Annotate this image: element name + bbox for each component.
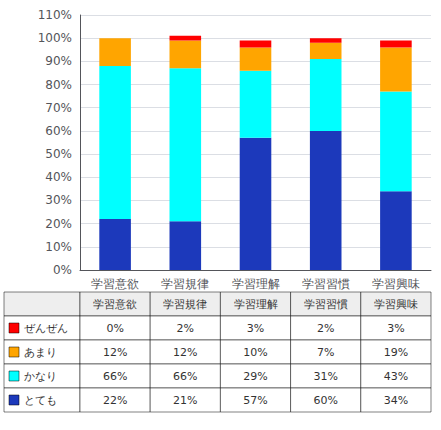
svg-text:22%: 22% xyxy=(103,394,127,407)
svg-text:20%: 20% xyxy=(45,217,72,231)
svg-text:学習規律: 学習規律 xyxy=(163,298,207,311)
svg-text:110%: 110% xyxy=(38,8,72,22)
svg-text:31%: 31% xyxy=(313,370,337,383)
svg-text:3%: 3% xyxy=(247,322,264,335)
svg-text:60%: 60% xyxy=(45,124,72,138)
svg-text:学習理解: 学習理解 xyxy=(234,298,278,311)
svg-text:10%: 10% xyxy=(243,346,267,359)
svg-text:学習習慣: 学習習慣 xyxy=(302,277,350,291)
svg-text:2%: 2% xyxy=(177,322,194,335)
svg-text:0%: 0% xyxy=(53,263,72,277)
svg-text:66%: 66% xyxy=(173,370,197,383)
svg-text:19%: 19% xyxy=(384,346,408,359)
svg-text:70%: 70% xyxy=(45,101,72,115)
svg-text:学習興味: 学習興味 xyxy=(374,298,418,311)
svg-text:34%: 34% xyxy=(384,394,408,407)
svg-text:90%: 90% xyxy=(45,54,72,68)
svg-text:29%: 29% xyxy=(243,370,267,383)
svg-text:12%: 12% xyxy=(173,346,197,359)
svg-text:あまり: あまり xyxy=(24,346,57,359)
svg-text:2%: 2% xyxy=(317,322,334,335)
svg-text:60%: 60% xyxy=(313,394,337,407)
svg-text:40%: 40% xyxy=(45,170,72,184)
svg-text:学習習慣: 学習習慣 xyxy=(304,298,348,311)
svg-text:かなり: かなり xyxy=(24,370,57,383)
svg-text:3%: 3% xyxy=(387,322,404,335)
svg-text:学習興味: 学習興味 xyxy=(372,277,420,291)
svg-text:学習意欲: 学習意欲 xyxy=(91,277,139,291)
svg-text:学習意欲: 学習意欲 xyxy=(93,298,137,311)
svg-text:0%: 0% xyxy=(106,322,123,335)
svg-text:学習理解: 学習理解 xyxy=(232,277,280,291)
svg-text:50%: 50% xyxy=(45,147,72,161)
svg-text:80%: 80% xyxy=(45,78,72,92)
svg-text:とても: とても xyxy=(24,394,57,407)
svg-text:21%: 21% xyxy=(173,394,197,407)
svg-text:ぜんぜん: ぜんぜん xyxy=(24,322,68,335)
svg-text:66%: 66% xyxy=(103,370,127,383)
svg-text:12%: 12% xyxy=(103,346,127,359)
svg-text:43%: 43% xyxy=(384,370,408,383)
svg-text:7%: 7% xyxy=(317,346,334,359)
svg-text:10%: 10% xyxy=(45,240,72,254)
svg-text:学習規律: 学習規律 xyxy=(161,277,209,291)
svg-text:100%: 100% xyxy=(38,31,72,45)
svg-text:30%: 30% xyxy=(45,193,72,207)
svg-text:57%: 57% xyxy=(243,394,267,407)
